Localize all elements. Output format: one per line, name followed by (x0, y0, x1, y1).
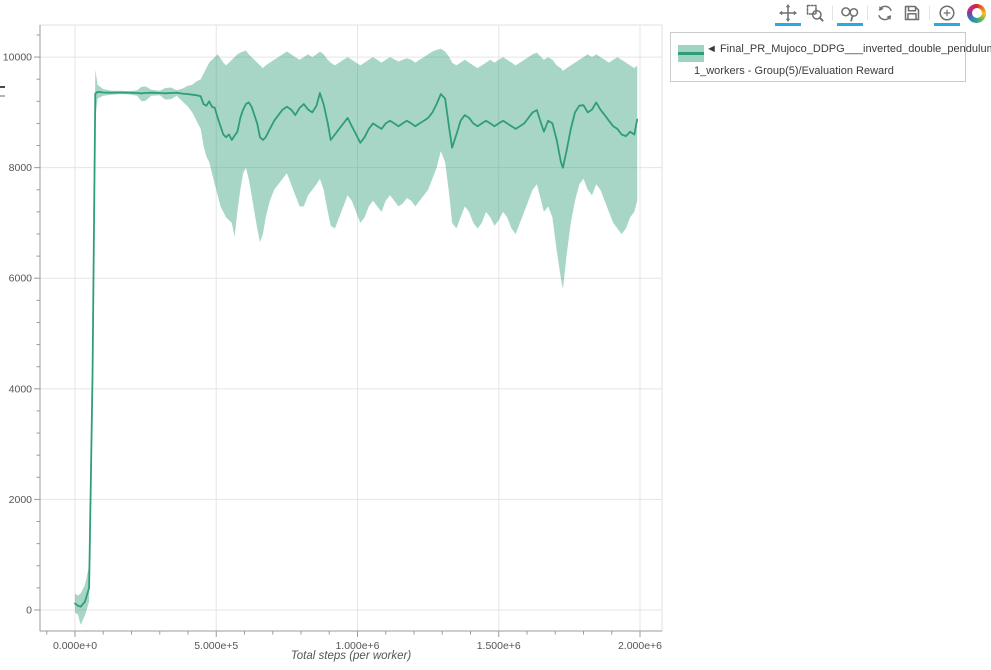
move-arrows-icon (779, 4, 797, 22)
pan-tool-button[interactable] (775, 3, 801, 26)
x-tick-label: 2.000e+6 (618, 640, 662, 652)
x-axis-label: Total steps (per worker) (290, 650, 412, 662)
hover-tool-button[interactable] (934, 3, 960, 26)
x-tick-label: 1.500e+6 (477, 640, 521, 652)
legend[interactable]: ◄ Final_PR_Mujoco_DDPG___inverted_double… (670, 32, 991, 82)
x-tick-label: 5.000e+5 (194, 640, 238, 652)
toolbar-divider (832, 6, 833, 20)
bokeh-logo[interactable] (967, 3, 986, 23)
legend-swatch-line (678, 52, 704, 55)
y-tick-label: 4000 (9, 383, 33, 395)
save-tool-button[interactable] (900, 3, 924, 23)
reset-tool-button[interactable] (873, 3, 897, 23)
y-tick-label: 2000 (9, 494, 33, 506)
legend-swatch (678, 45, 704, 62)
plot-toolbar (775, 2, 986, 26)
magnifier-box-icon (806, 4, 824, 22)
y-tick-label: 0 (26, 604, 32, 616)
legend-label-line2: 1_workers - Group(5)/Evaluation Reward (694, 65, 894, 77)
clipped-y-axis-label-fragment (0, 86, 5, 88)
toolbar-divider (867, 6, 868, 20)
y-tick-label: 8000 (9, 162, 33, 174)
x-tick-label: 1.000e+6 (335, 640, 379, 652)
wheel-zoom-tool-button[interactable] (837, 3, 863, 26)
refresh-icon (878, 5, 892, 21)
clipped-y-axis-label-fragment (0, 95, 5, 97)
mean-reward-line (74, 91, 639, 608)
y-tick-label: 10000 (3, 52, 32, 64)
x-tick-label: 0.000e+0 (53, 640, 97, 652)
toolbar-divider (929, 6, 930, 20)
magnifier-wheel-icon (841, 7, 859, 22)
floppy-disk-icon (904, 5, 920, 21)
box-zoom-tool-button[interactable] (803, 3, 827, 23)
uncertainty-band (75, 48, 638, 625)
legend-label-line1: ◄ Final_PR_Mujoco_DDPG___inverted_double… (706, 43, 991, 55)
y-tick-label: 6000 (9, 273, 33, 285)
crosshair-circle-icon (939, 5, 955, 21)
